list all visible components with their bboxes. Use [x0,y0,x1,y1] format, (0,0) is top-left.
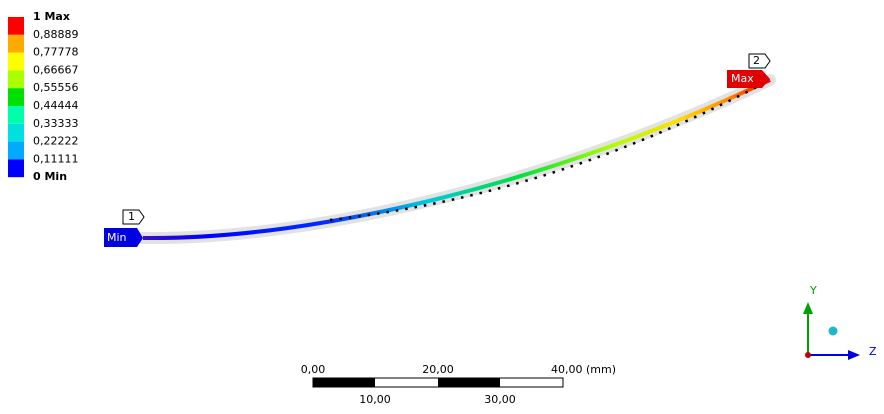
legend-label: 0,55556 [33,81,79,94]
scale-segment [438,378,500,387]
axis-label: Y [809,284,817,297]
legend-label: 0,22222 [33,135,79,148]
legend-swatch [8,52,24,71]
legend-swatch [8,34,24,53]
probe-label: Max [731,72,754,85]
z-arrow [848,350,860,360]
beam-nodes [329,78,771,222]
legend-swatch [8,17,24,35]
scale-label: 30,00 [484,393,516,406]
legend-label: 0,44444 [33,99,79,112]
scale-label: 0,00 [301,363,326,376]
legend-label: 0,33333 [33,117,79,130]
legend-swatch [8,106,24,124]
scale-segment [313,378,375,387]
axis-label: Z [869,345,877,358]
legend-label: 0,77778 [33,46,79,59]
triad: Y Z [803,284,877,360]
probe-2: 2 Max [727,53,771,88]
beam [137,74,776,245]
legend-label: 0,11111 [33,152,79,165]
scale-label: 40,00 (mm) [551,363,616,376]
probe-id: 1 [128,210,135,223]
legend-label: 1 Max [33,10,70,23]
scale-label: 20,00 [422,363,454,376]
legend-swatch [8,159,24,178]
probe-flag [122,209,145,225]
view-sphere [828,326,838,336]
probe-flag [748,53,771,69]
beam-halo [137,74,776,245]
probe-tag [104,228,143,247]
legend-swatch [8,70,24,89]
origin [805,352,811,358]
legend-swatch [8,141,24,160]
legend-swatch [8,88,24,106]
probe-id: 2 [753,54,760,67]
legend: 1 Max 0,88889 0,77778 0,66667 0,55556 0,44444… [8,10,79,183]
probe-1: 1 Min [104,209,145,247]
y-arrow [803,302,813,314]
legend-swatch [8,123,24,142]
legend-label: 0 Min [33,170,67,183]
probe-tag [727,70,770,88]
legend-label: 0,66667 [33,63,79,76]
scale-label: 10,00 [359,393,391,406]
legend-label: 0,88889 [33,28,79,41]
probe-label: Min [107,231,127,244]
beam-result [142,78,771,241]
scale-bar: 0,00 20,00 40,00 (mm) 10,00 30,00 [301,363,616,406]
